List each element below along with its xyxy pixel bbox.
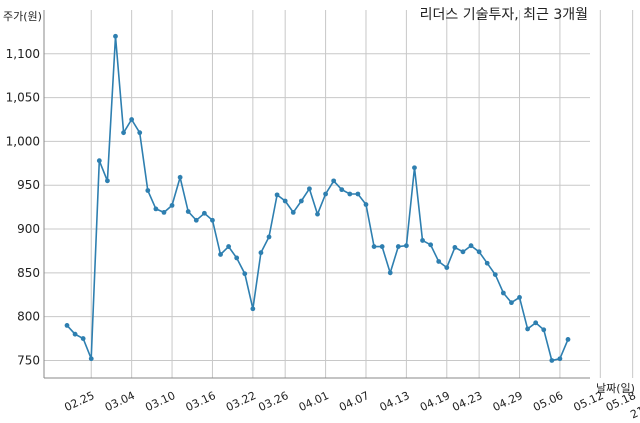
price-point [371, 244, 377, 249]
y-tick-label: 850 [17, 266, 40, 280]
price-point [96, 158, 102, 164]
price-point [428, 242, 434, 248]
price-point [339, 187, 345, 193]
price-point [395, 244, 401, 249]
price-point [541, 327, 547, 333]
price-point [266, 234, 272, 240]
x-tick-label: 02.25 [62, 389, 96, 414]
price-point [476, 249, 482, 255]
price-point [153, 206, 159, 212]
price-point [533, 320, 539, 326]
y-tick-label: 950 [17, 178, 40, 192]
labels: 리더스 기술투자, 최근 3개월 주가(원) 날짜(일) [3, 7, 635, 395]
price-point [557, 356, 563, 362]
price-point [298, 198, 304, 204]
y-tick-label: 1,050 [6, 91, 40, 105]
x-tick-label: 04.29 [491, 389, 525, 414]
price-point [484, 260, 490, 266]
price-point [387, 270, 393, 276]
price-point [436, 259, 442, 264]
price-point [323, 191, 328, 197]
grid [44, 10, 634, 378]
price-point [355, 191, 361, 197]
y-tick-label: 800 [17, 310, 40, 324]
price-point [72, 331, 78, 337]
x-tick-label: 04.13 [378, 389, 412, 414]
x-tick-label: 03.04 [103, 389, 137, 414]
x-tick-label: 03.26 [256, 389, 290, 414]
price-point [250, 306, 256, 312]
price-point [64, 323, 70, 328]
price-point [193, 217, 199, 223]
price-point [331, 178, 337, 184]
price-point [169, 202, 175, 208]
series-layer [64, 33, 571, 363]
price-point [492, 272, 498, 278]
x-tick-label: 04.23 [450, 389, 484, 414]
x-axis-label: 날짜(일) [596, 381, 635, 395]
price-point [88, 356, 94, 362]
price-point [185, 209, 191, 214]
price-series-line [66, 36, 569, 362]
price-point [460, 249, 466, 255]
price-point [379, 244, 385, 249]
price-point [468, 243, 474, 249]
axes: 750 800 850 900 950 1,000 1,050 1,100 02.25 03.04… [6, 10, 640, 421]
price-point [403, 243, 409, 249]
price-point [412, 165, 417, 171]
price-point [509, 300, 514, 306]
price-point [290, 210, 296, 215]
price-point [218, 252, 223, 257]
price-point [444, 265, 450, 270]
price-point [525, 326, 530, 332]
price-point [500, 290, 506, 296]
price-point [210, 217, 215, 223]
x-tick-label: 04.07 [337, 389, 371, 414]
price-point [121, 130, 126, 136]
price-point [177, 174, 183, 180]
price-point [307, 186, 312, 192]
price-point [145, 188, 151, 193]
price-point [113, 33, 118, 39]
x-tick-label: 03.22 [224, 389, 258, 414]
price-point [549, 358, 555, 363]
price-point [452, 245, 458, 250]
price-point [234, 255, 240, 261]
price-point [363, 202, 369, 207]
chart-title: 리더스 기술투자, 최근 3개월 [420, 7, 588, 23]
y-tick-label: 1,000 [6, 134, 40, 148]
price-point [420, 238, 425, 243]
price-point [274, 192, 280, 198]
y-tick-label: 1,100 [6, 47, 40, 61]
price-point [258, 250, 264, 256]
price-point [282, 198, 288, 204]
x-tick-label: 03.16 [184, 389, 218, 414]
price-point [347, 191, 353, 197]
x-tick-label: 04.01 [297, 389, 331, 414]
x-tick-label: 05.06 [531, 389, 565, 414]
price-point [242, 271, 248, 277]
x-tick-label: 03.10 [143, 389, 177, 414]
price-point [565, 337, 571, 342]
y-axis-label: 주가(원) [3, 10, 42, 23]
price-point [201, 210, 207, 216]
price-point [226, 244, 232, 249]
x-tick-label: 04.19 [418, 389, 452, 414]
price-point [517, 294, 522, 300]
price-point [137, 130, 143, 136]
price-point [161, 210, 167, 215]
price-point [105, 178, 110, 184]
price-point [129, 117, 135, 122]
y-tick-label: 750 [17, 353, 40, 367]
price-point [80, 336, 86, 341]
y-tick-label: 900 [17, 222, 40, 236]
price-point [315, 211, 320, 217]
